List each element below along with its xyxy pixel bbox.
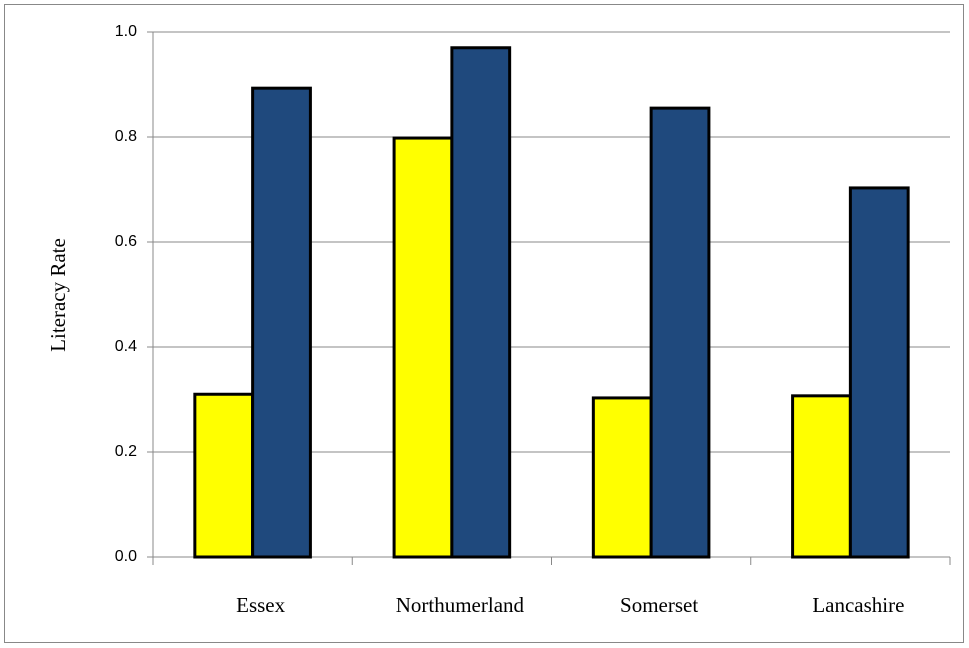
y-tick-label: 0.8 [115, 128, 137, 145]
bar [848, 186, 910, 559]
x-tick-label: Somerset [620, 593, 698, 617]
bar [450, 46, 512, 559]
bar [791, 394, 852, 559]
y-tick-label: 0.4 [115, 338, 137, 355]
bar [649, 106, 711, 559]
bar [392, 136, 454, 559]
bar [251, 86, 312, 559]
y-tick-label: 1.0 [115, 23, 137, 40]
y-tick-label: 0.2 [115, 443, 137, 460]
bar [591, 396, 653, 559]
x-tick-label: Lancashire [812, 593, 904, 617]
y-tick-label: 0.6 [115, 233, 137, 250]
y-tick-label: 0.0 [115, 548, 137, 565]
y-axis-label: Literacy Rate [46, 238, 70, 352]
bar [193, 392, 255, 559]
x-tick-label: Essex [236, 593, 285, 617]
x-tick-label: Northumerland [396, 593, 525, 617]
